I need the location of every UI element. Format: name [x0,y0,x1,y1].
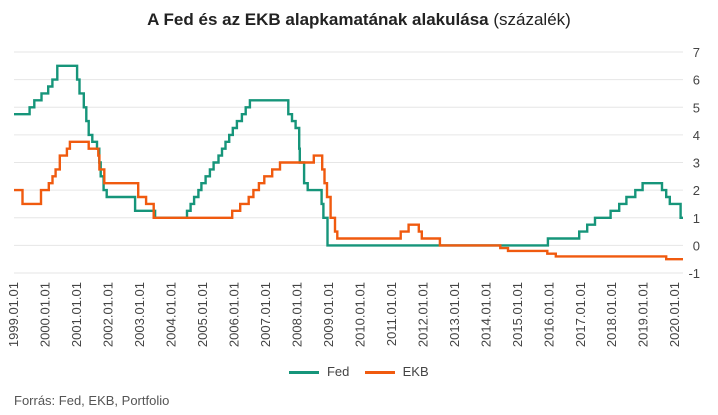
x-tick-label: 2009.01.01 [321,282,336,347]
x-tick-label: 2003.01.01 [132,282,147,347]
y-tick-label: 6 [693,73,700,88]
y-axis: -1 0 1 2 3 4 5 6 7 [688,45,700,281]
x-tick-label: 2001.01.01 [69,282,84,347]
x-tick-label: 2007.01.01 [258,282,273,347]
chart-title-unit: (százalék) [493,10,571,29]
x-axis: 1999.01.01 2000.01.01 2001.01.01 2002.01.01… [6,282,682,347]
y-tick-label: 2 [693,183,700,198]
x-tick-label: 2004.01.01 [163,282,178,347]
series-layer [14,64,683,261]
legend-label-ekb: EKB [402,364,429,379]
source-note: Forrás: Fed, EKB, Portfolio [14,393,170,408]
y-tick-label: -1 [688,266,700,281]
legend-swatch-ekb [365,371,395,375]
x-tick-label: 2006.01.01 [226,282,241,347]
legend-label-fed: Fed [326,364,350,379]
x-tick-label: 2013.01.01 [447,282,462,347]
x-tick-label: 2020.01.01 [667,282,682,347]
series-line-ekb [14,140,683,261]
y-tick-label: 1 [693,211,700,226]
x-tick-label: 2014.01.01 [478,282,493,347]
chart-title: A Fed és az EKB alapkamatának alakulása … [0,10,718,30]
series-line-fed [14,64,683,247]
x-tick-label: 2010.01.01 [352,282,367,347]
y-tick-label: 7 [693,45,700,60]
x-tick-label: 2002.01.01 [100,282,115,347]
x-tick-label: 2017.01.01 [573,282,588,347]
x-tick-label: 2005.01.01 [195,282,210,347]
legend-item-ekb: EKB [365,364,429,379]
x-tick-label: 2015.01.01 [510,282,525,347]
legend-item-fed: Fed [289,364,349,379]
legend-swatch-fed [289,371,320,375]
y-tick-label: 0 [693,238,700,253]
legend: Fed EKB [0,364,718,379]
x-tick-label: 2000.01.01 [37,282,52,347]
grid-lines [14,51,683,274]
x-tick-label: 2018.01.01 [604,282,619,347]
x-tick-label: 2016.01.01 [541,282,556,347]
x-tick-label: 2019.01.01 [636,282,651,347]
y-tick-label: 5 [693,100,700,115]
x-tick-label: 2008.01.01 [289,282,304,347]
x-tick-label: 2012.01.01 [415,282,430,347]
x-tick-label: 1999.01.01 [6,282,21,347]
y-tick-label: 4 [693,128,700,143]
y-tick-label: 3 [693,156,700,171]
x-tick-label: 2011.01.01 [384,282,399,346]
chart-title-main: A Fed és az EKB alapkamatának alakulása [147,10,489,29]
